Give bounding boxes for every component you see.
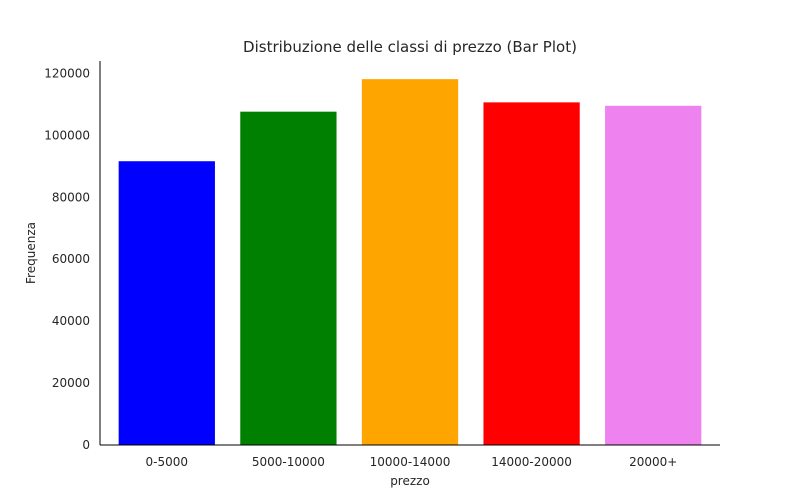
y-tick-label: 120000 [44,66,90,80]
bar-0-5000 [117,160,216,446]
y-axis-label: Frequenza [24,222,38,284]
bar-14000-20000 [482,101,581,446]
x-tick-label: 0-5000 [146,455,189,469]
y-tick-label: 100000 [44,128,90,142]
bar-20000+ [604,104,703,446]
x-ticks-group: 0-5000 5000-10000 10000-14000 14000-20000 20… [146,455,678,469]
bar-5000-10000 [239,110,338,446]
bars-group [117,78,703,446]
y-tick-label: 20000 [52,376,90,390]
x-tick-label: 14000-20000 [491,455,572,469]
x-tick-label: 5000-10000 [252,455,325,469]
y-tick-label: 80000 [52,190,90,204]
x-tick-label: 10000-14000 [370,455,451,469]
y-ticks-group: 0 20000 40000 60000 80000 100000 120000 [44,66,90,452]
bar-10000-14000 [360,78,460,446]
y-tick-label: 60000 [52,252,90,266]
x-tick-label: 20000+ [629,455,677,469]
x-axis-label: prezzo [390,474,430,488]
chart-title: Distribuzione delle classi di prezzo (Ba… [243,38,577,56]
y-tick-label: 40000 [52,314,90,328]
y-tick-label: 0 [82,438,90,452]
